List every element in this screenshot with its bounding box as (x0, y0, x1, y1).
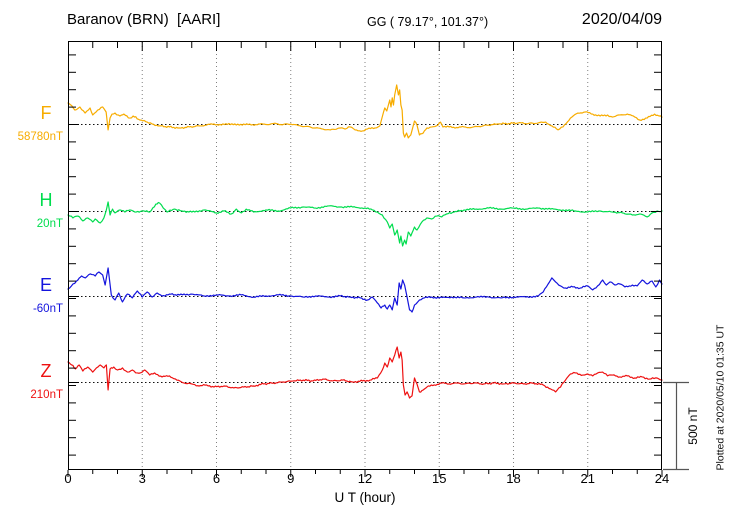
station-title: Baranov (BRN) [AARI] (67, 11, 221, 28)
component-baseline-z: 210nT (30, 389, 63, 401)
x-tick-label: 9 (287, 471, 295, 486)
gridlines (141, 42, 589, 469)
plot-date: 2020/04/09 (581, 11, 662, 28)
trace-H (67, 201, 663, 247)
component-label-h: H (39, 190, 53, 210)
component-label-e: E (39, 275, 52, 295)
x-tick-label: 24 (654, 471, 670, 486)
component-baseline-e: -60nT (32, 303, 63, 315)
x-axis-title: U T (hour) (334, 490, 396, 505)
trace-F (67, 84, 663, 139)
x-tick-label: 21 (580, 471, 595, 486)
component-baseline-h: 20nT (36, 218, 63, 230)
component-baseline-f: 58780nT (17, 131, 63, 143)
component-label-f: F (40, 103, 52, 123)
geo-coordinates: GG ( 79.17°, 101.37°) (367, 15, 489, 29)
scale-bar-label: 500 nT (686, 407, 700, 445)
x-tick-label: 18 (506, 471, 521, 486)
x-tick-label: 3 (138, 471, 146, 486)
plot-frame (67, 41, 663, 477)
trace-E (67, 267, 663, 313)
x-tick-label: 12 (357, 471, 373, 486)
traces (67, 84, 663, 399)
plotted-timestamp: Plotted at 2020/05/10 01:35 UT (714, 324, 727, 471)
scale-bar (663, 381, 689, 471)
x-tick-label: 0 (64, 471, 72, 486)
x-tick-label: 6 (212, 471, 221, 486)
x-tick-label: 15 (432, 471, 447, 486)
component-label-z: Z (40, 361, 52, 381)
component-baselines (69, 124, 661, 383)
trace-Z (67, 346, 663, 399)
